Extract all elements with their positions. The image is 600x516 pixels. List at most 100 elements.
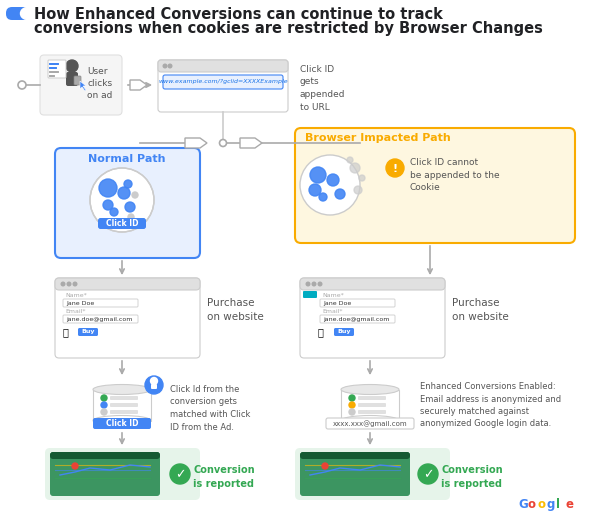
Text: !: !: [392, 164, 398, 173]
Text: ✓: ✓: [175, 468, 185, 481]
FancyBboxPatch shape: [295, 448, 450, 500]
Text: jane.doe@gmail.com: jane.doe@gmail.com: [66, 316, 133, 321]
Circle shape: [103, 200, 113, 210]
Circle shape: [124, 180, 132, 188]
Circle shape: [61, 282, 65, 286]
Circle shape: [349, 395, 355, 401]
Circle shape: [99, 179, 117, 197]
Circle shape: [66, 60, 78, 72]
Text: e: e: [566, 498, 574, 511]
Text: Name*: Name*: [322, 293, 344, 298]
FancyBboxPatch shape: [78, 328, 98, 336]
FancyBboxPatch shape: [6, 7, 28, 20]
Text: o: o: [527, 498, 536, 511]
Circle shape: [118, 187, 130, 199]
FancyBboxPatch shape: [158, 60, 288, 112]
Text: Buy: Buy: [81, 330, 95, 334]
Circle shape: [319, 193, 327, 201]
Circle shape: [163, 64, 167, 68]
Text: User
clicks
on ad: User clicks on ad: [87, 67, 112, 100]
FancyBboxPatch shape: [55, 278, 200, 358]
Text: g: g: [547, 498, 555, 511]
Text: Click ID: Click ID: [106, 219, 138, 228]
FancyBboxPatch shape: [49, 67, 57, 69]
Circle shape: [168, 64, 172, 68]
FancyBboxPatch shape: [110, 403, 138, 407]
Circle shape: [110, 208, 118, 216]
Circle shape: [347, 157, 353, 163]
Circle shape: [101, 395, 107, 401]
FancyBboxPatch shape: [63, 299, 138, 307]
Text: www.example.com/?gclid=XXXXExample: www.example.com/?gclid=XXXXExample: [158, 79, 288, 85]
Ellipse shape: [341, 415, 399, 426]
Circle shape: [170, 464, 190, 484]
FancyBboxPatch shape: [98, 218, 146, 229]
Circle shape: [310, 167, 326, 183]
FancyBboxPatch shape: [300, 452, 410, 459]
Text: G: G: [518, 498, 528, 511]
Text: Browser Impacted Path: Browser Impacted Path: [305, 133, 451, 143]
FancyBboxPatch shape: [55, 278, 200, 290]
Circle shape: [72, 463, 78, 469]
Polygon shape: [80, 81, 86, 91]
FancyBboxPatch shape: [49, 71, 59, 73]
Polygon shape: [130, 80, 147, 90]
Circle shape: [101, 402, 107, 408]
Text: Click ID: Click ID: [106, 419, 138, 428]
Circle shape: [101, 409, 107, 415]
FancyBboxPatch shape: [303, 291, 317, 298]
FancyBboxPatch shape: [300, 278, 445, 358]
Circle shape: [20, 8, 32, 19]
FancyBboxPatch shape: [110, 396, 138, 400]
Circle shape: [318, 282, 322, 286]
Text: xxxx.xxx@gmail.com: xxxx.xxx@gmail.com: [332, 420, 407, 427]
Circle shape: [145, 376, 163, 394]
FancyBboxPatch shape: [295, 128, 575, 243]
Text: Buy: Buy: [337, 330, 351, 334]
FancyBboxPatch shape: [66, 72, 78, 86]
Text: Conversion
is reported: Conversion is reported: [441, 465, 503, 489]
FancyBboxPatch shape: [300, 452, 410, 496]
FancyBboxPatch shape: [326, 418, 414, 429]
Text: Email*: Email*: [65, 309, 86, 314]
Text: Email*: Email*: [322, 309, 343, 314]
Circle shape: [312, 282, 316, 286]
Circle shape: [349, 409, 355, 415]
Circle shape: [335, 189, 345, 199]
Text: Normal Path: Normal Path: [88, 154, 166, 164]
FancyBboxPatch shape: [300, 278, 445, 290]
Text: l: l: [556, 498, 560, 511]
FancyBboxPatch shape: [45, 448, 200, 500]
Polygon shape: [240, 138, 262, 148]
Circle shape: [386, 159, 404, 177]
FancyBboxPatch shape: [341, 390, 399, 421]
Text: Jane Doe: Jane Doe: [66, 300, 94, 305]
Circle shape: [354, 186, 362, 194]
Text: How Enhanced Conversions can continue to track: How Enhanced Conversions can continue to…: [34, 7, 443, 22]
Text: Enhanced Conversions Enabled:
Email address is anonymized and
securely matched a: Enhanced Conversions Enabled: Email addr…: [420, 382, 561, 428]
FancyBboxPatch shape: [50, 452, 160, 496]
Circle shape: [418, 464, 438, 484]
Text: Purchase
on website: Purchase on website: [207, 298, 264, 322]
FancyBboxPatch shape: [50, 452, 160, 459]
FancyBboxPatch shape: [151, 384, 157, 389]
Circle shape: [67, 282, 71, 286]
Text: Purchase
on website: Purchase on website: [452, 298, 509, 322]
Text: Conversion
is reported: Conversion is reported: [193, 465, 254, 489]
Text: o: o: [537, 498, 545, 511]
Ellipse shape: [341, 384, 399, 395]
Text: Name*: Name*: [65, 293, 87, 298]
FancyBboxPatch shape: [320, 299, 395, 307]
Circle shape: [300, 155, 360, 215]
Text: Click Id from the
conversion gets
matched with Click
ID from the Ad.: Click Id from the conversion gets matche…: [170, 385, 250, 431]
FancyBboxPatch shape: [158, 60, 288, 72]
FancyBboxPatch shape: [358, 403, 386, 407]
FancyBboxPatch shape: [163, 75, 283, 89]
Text: ✓: ✓: [423, 468, 433, 481]
FancyBboxPatch shape: [48, 60, 66, 78]
Circle shape: [151, 378, 157, 384]
FancyBboxPatch shape: [110, 410, 138, 414]
Circle shape: [128, 214, 134, 220]
Text: 🛒: 🛒: [63, 327, 69, 337]
Circle shape: [306, 282, 310, 286]
